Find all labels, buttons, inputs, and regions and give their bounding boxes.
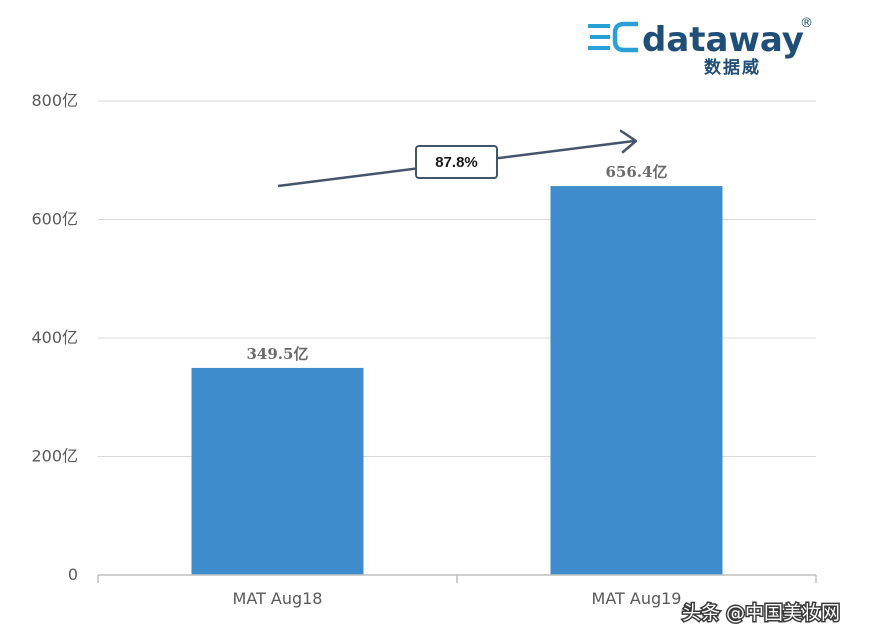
y-tick-label: 400亿 — [31, 328, 78, 347]
y-tick-label: 0 — [68, 565, 78, 584]
logo-registered-mark: ® — [800, 16, 813, 31]
growth-label-box — [415, 145, 498, 179]
x-category-label: MAT Aug19 — [592, 589, 682, 608]
x-axis: MAT Aug18 MAT Aug19 — [97, 574, 817, 608]
ecdataway-logo: dataway ® 数据威 — [588, 16, 813, 78]
x-category-label: MAT Aug18 — [233, 589, 323, 608]
logo-subtitle: 数据威 — [704, 57, 761, 78]
growth-arrowhead-icon — [619, 129, 638, 154]
logo-wordmark: dataway — [642, 20, 804, 60]
bar-2 — [550, 186, 723, 575]
logo-ec-mark-icon — [588, 21, 638, 53]
data-labels: 349.5亿 656.4亿 — [247, 163, 668, 363]
data-label-1: 349.5亿 — [247, 345, 309, 363]
y-axis-tick-labels: 0 200亿 400亿 600亿 800亿 — [31, 91, 78, 584]
watermark: 头条 @中国美妆网 — [682, 602, 840, 624]
y-tick-label: 800亿 — [31, 91, 78, 110]
bar-1 — [191, 367, 364, 575]
bars — [191, 186, 723, 575]
growth-annotation: 87.8% — [277, 129, 638, 188]
y-tick-label: 200亿 — [31, 447, 78, 466]
growth-label: 87.8% — [435, 154, 478, 171]
y-tick-label: 600亿 — [31, 210, 78, 229]
data-label-2: 656.4亿 — [606, 163, 668, 181]
